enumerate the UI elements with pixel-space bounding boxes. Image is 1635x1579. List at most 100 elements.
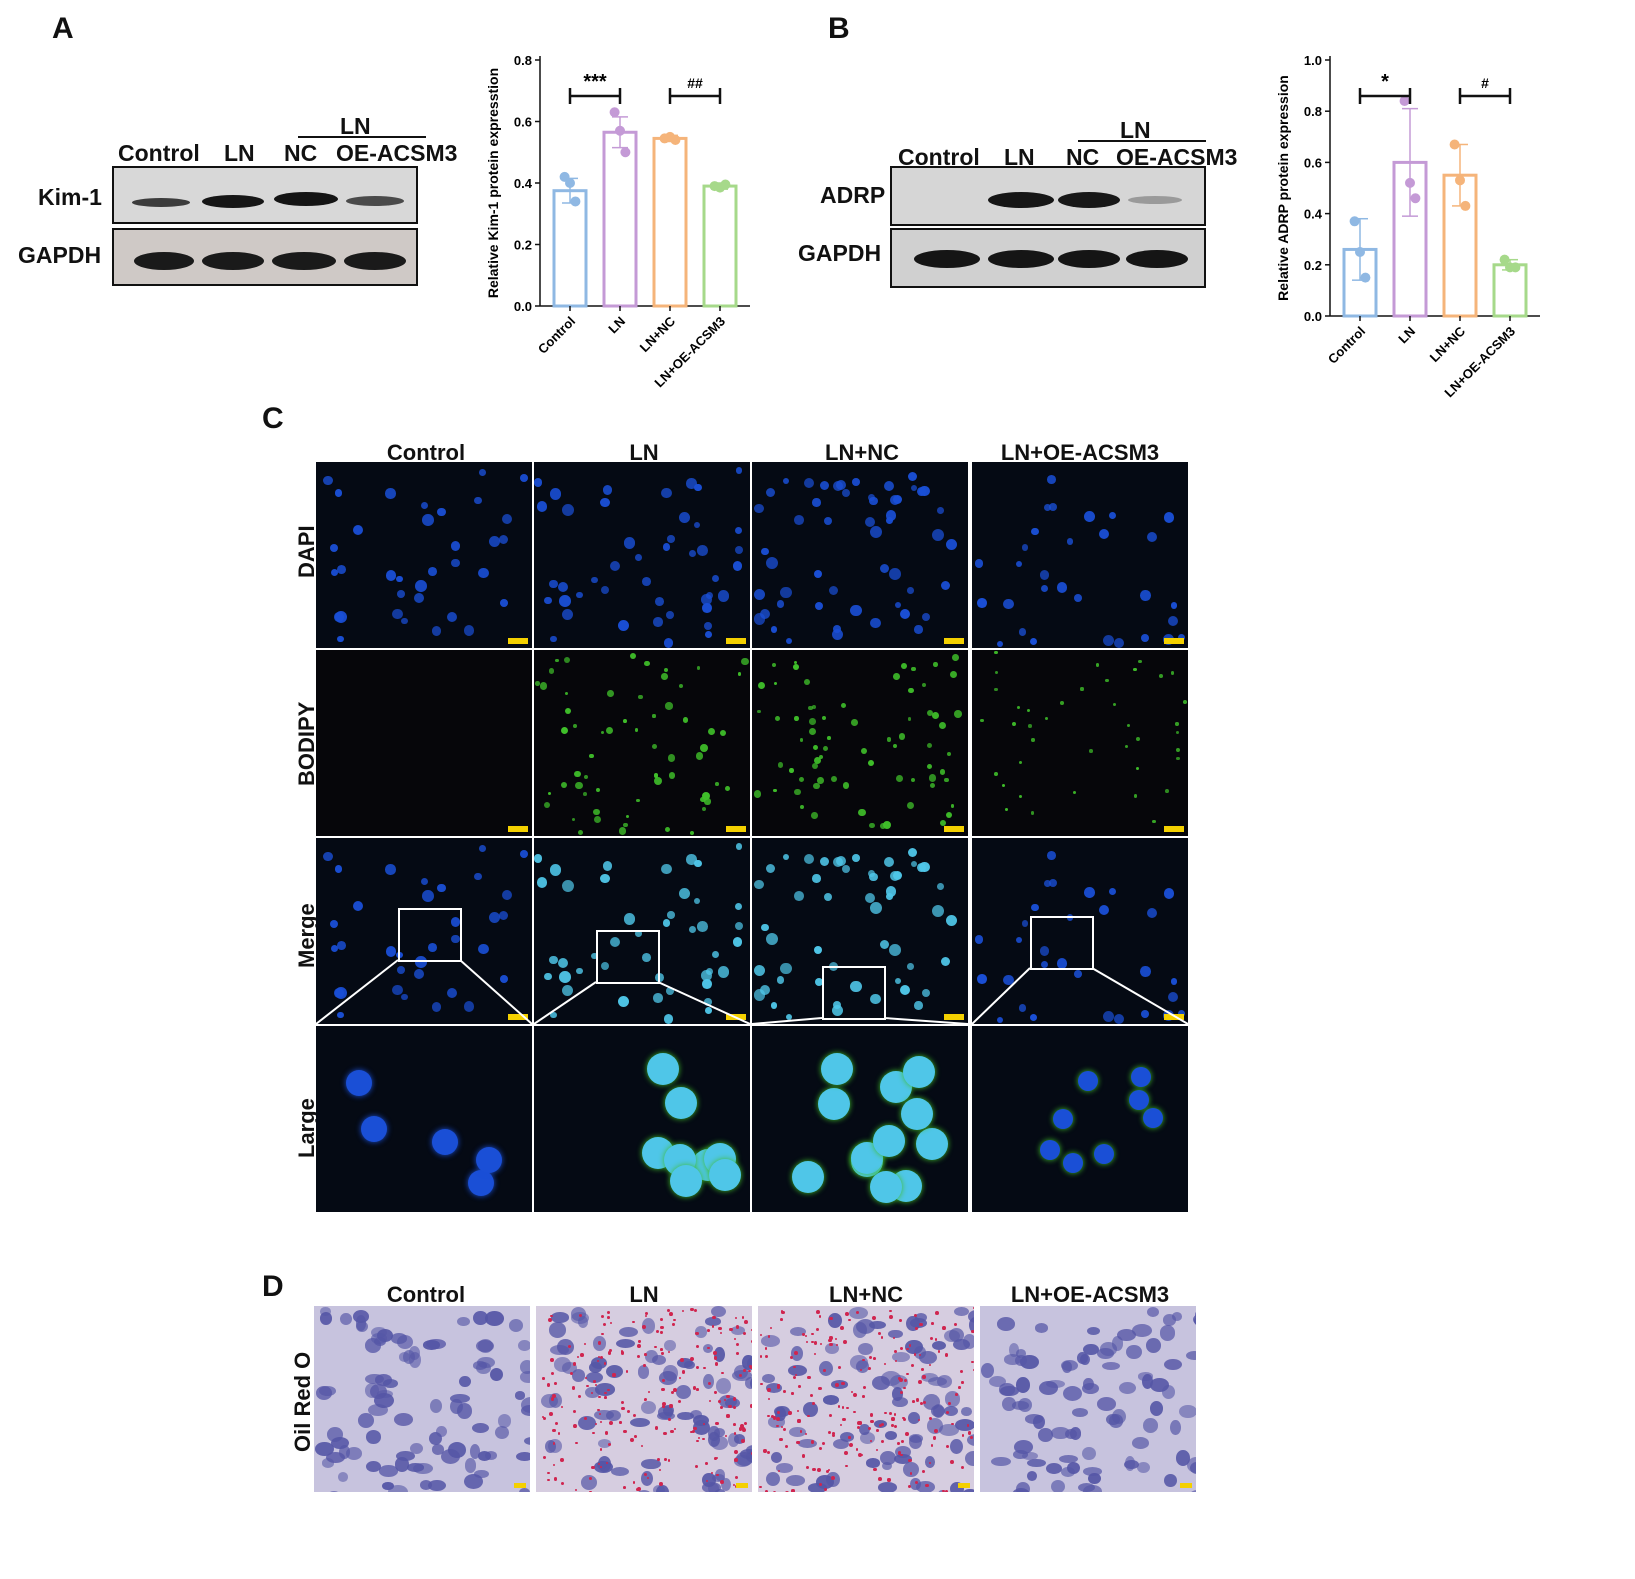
- cell: [832, 856, 843, 867]
- lipid-droplet: [725, 1435, 728, 1438]
- cell: [734, 902, 743, 910]
- cell: [689, 925, 696, 933]
- cell: [626, 815, 630, 819]
- cell: [575, 782, 583, 790]
- y-tick-label: 0.6: [514, 115, 532, 130]
- nucleus: [629, 1418, 650, 1428]
- cell: [1016, 560, 1023, 567]
- lipid-droplet: [828, 1338, 832, 1343]
- lipid-droplet: [736, 1351, 740, 1355]
- lipid-droplet: [599, 1448, 603, 1452]
- cell: [550, 1011, 557, 1018]
- lipid-droplet: [804, 1334, 807, 1337]
- lipid-droplet: [583, 1343, 586, 1346]
- cell: [705, 1007, 713, 1014]
- cell: [1039, 946, 1050, 956]
- nucleus: [390, 1333, 407, 1344]
- nucleus: [1118, 1381, 1137, 1394]
- cell: [777, 762, 784, 768]
- cell: [1170, 978, 1178, 985]
- lipid-droplet: [621, 1406, 625, 1411]
- cell: [1040, 960, 1048, 969]
- cell: [1140, 966, 1151, 977]
- cell: [780, 962, 792, 975]
- cell: [700, 744, 709, 752]
- lipid-droplet: [711, 1325, 715, 1329]
- cell: [678, 512, 690, 524]
- lipid-droplet: [689, 1356, 694, 1361]
- lipid-droplet: [553, 1477, 558, 1481]
- data-point: [570, 196, 581, 207]
- cell: [753, 988, 766, 1001]
- lipid-droplet: [659, 1318, 663, 1322]
- nucleus: [1187, 1457, 1196, 1473]
- nucleus: [615, 1339, 636, 1349]
- lane-label-oe-acsm3: OE-ACSM3: [336, 140, 458, 166]
- scale-bar: [1180, 1483, 1192, 1488]
- cell: [994, 687, 998, 691]
- nucleus: [1170, 1420, 1181, 1436]
- cell: [828, 586, 839, 596]
- nucleus: [320, 1312, 333, 1325]
- lipid-droplet: [795, 1374, 798, 1377]
- lipid-droplet: [795, 1440, 800, 1445]
- nucleus: [915, 1480, 936, 1492]
- nucleus: [775, 1406, 786, 1422]
- cell: [765, 932, 778, 945]
- data-point: [609, 107, 620, 118]
- cell: [715, 782, 719, 786]
- nucleus: [692, 1414, 709, 1427]
- lipid-droplet: [632, 1413, 637, 1418]
- cell: [467, 1169, 494, 1196]
- lipid-droplet: [918, 1380, 923, 1385]
- zoom-lines: [316, 959, 532, 1024]
- cell: [946, 751, 952, 757]
- cell: [950, 803, 955, 808]
- lipid-droplet: [961, 1381, 964, 1384]
- lipid-droplet: [971, 1360, 974, 1364]
- x-tick-label: LN+NC: [637, 313, 679, 355]
- micrograph-merge-3: [972, 838, 1188, 1024]
- nucleus: [866, 1458, 880, 1468]
- nucleus: [919, 1350, 938, 1365]
- cell: [500, 598, 509, 607]
- lipid-droplet: [557, 1432, 561, 1435]
- cell: [1109, 887, 1117, 895]
- lipid-droplet: [846, 1406, 849, 1410]
- lipid-droplet: [659, 1482, 663, 1486]
- micrograph-merge-0: [316, 838, 532, 1024]
- cell: [694, 483, 702, 492]
- cell: [575, 967, 583, 975]
- cell: [572, 724, 577, 729]
- cell: [629, 652, 636, 659]
- cell: [695, 752, 703, 760]
- cell: [559, 971, 571, 984]
- cell: [916, 1128, 949, 1161]
- band: [202, 195, 264, 208]
- nucleus: [892, 1387, 904, 1401]
- cell: [548, 955, 558, 965]
- data-point: [1349, 216, 1360, 227]
- lipid-droplet: [621, 1351, 625, 1355]
- nucleus: [996, 1317, 1016, 1331]
- nucleus: [435, 1425, 448, 1438]
- scale-bar: [944, 1014, 964, 1020]
- y-tick-label: 0.8: [1304, 104, 1322, 119]
- lipid-droplet: [623, 1485, 627, 1489]
- cell: [701, 970, 713, 981]
- lipid-droplet: [797, 1409, 800, 1413]
- nucleus: [394, 1457, 410, 1472]
- lipid-droplet: [945, 1411, 949, 1415]
- lipid-droplet: [695, 1388, 699, 1391]
- lipid-droplet: [605, 1462, 609, 1465]
- cell: [885, 885, 897, 897]
- nucleus: [407, 1463, 424, 1472]
- cell: [1167, 615, 1179, 627]
- lipid-droplet: [912, 1400, 916, 1404]
- cell: [701, 594, 713, 605]
- lipid-droplet: [856, 1425, 861, 1430]
- lipid-droplet: [750, 1404, 752, 1408]
- nucleus: [1137, 1372, 1153, 1381]
- zoom-box: [398, 908, 462, 962]
- cell: [1002, 784, 1006, 788]
